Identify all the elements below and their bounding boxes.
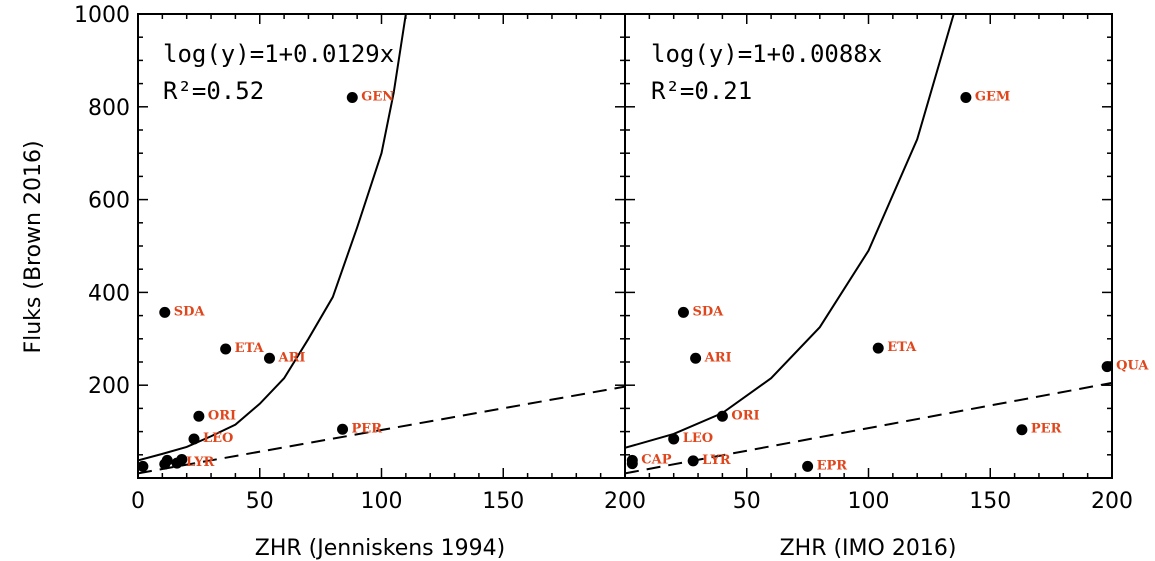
data-point xyxy=(687,455,699,467)
data-point xyxy=(626,458,638,470)
point-label: GEN xyxy=(361,90,394,105)
data-point xyxy=(176,453,188,465)
point-label: PER xyxy=(352,421,383,436)
data-point xyxy=(337,423,349,435)
dashed-line-right xyxy=(625,381,1112,475)
point-label: GEM xyxy=(975,90,1010,105)
annotation-equation-left: log(y)=1+0.0129x xyxy=(163,40,394,68)
y-tick-label: 1000 xyxy=(74,3,130,28)
point-label: ORI xyxy=(731,408,759,423)
point-label: LYR xyxy=(186,455,215,470)
dashed-line-left xyxy=(138,385,625,475)
fit-curve-right xyxy=(625,14,955,449)
y-tick-label: 600 xyxy=(88,189,130,214)
point-label: ARI xyxy=(277,350,305,365)
point-label: LYR xyxy=(702,453,731,468)
data-point xyxy=(690,352,702,364)
data-point xyxy=(1101,361,1113,373)
point-label: SDA xyxy=(692,304,724,319)
point-label: ETA xyxy=(235,341,265,356)
data-point xyxy=(716,410,728,422)
data-point xyxy=(802,460,814,472)
data-point xyxy=(677,306,689,318)
point-label: ARI xyxy=(704,350,732,365)
point-label: LEO xyxy=(683,431,713,446)
point-label: QUA xyxy=(1116,359,1149,374)
point-label: EPR xyxy=(817,458,848,473)
data-point xyxy=(193,410,205,422)
x-tick-label-left: 200 xyxy=(604,489,646,514)
data-point xyxy=(137,460,149,472)
annotation-equation-right: log(y)=1+0.0088x xyxy=(651,40,882,68)
data-point xyxy=(960,92,972,104)
x-axis-title-right: ZHR (IMO 2016) xyxy=(780,536,957,561)
point-label: PER xyxy=(1031,422,1062,437)
point-label: ORI xyxy=(208,408,236,423)
y-axis-title: Fluks (Brown 2016) xyxy=(21,140,46,353)
x-tick-label-left: 150 xyxy=(482,489,524,514)
data-point xyxy=(668,433,680,445)
x-tick-label-left: 50 xyxy=(246,489,274,514)
fit-curve-left xyxy=(138,14,407,462)
y-tick-label: 400 xyxy=(88,281,130,306)
data-point xyxy=(220,343,232,355)
data-point xyxy=(159,306,171,318)
data-point xyxy=(188,433,200,445)
point-label: SDA xyxy=(174,304,206,319)
data-point xyxy=(872,342,884,354)
y-tick-label: 200 xyxy=(88,374,130,399)
data-point xyxy=(1016,424,1028,436)
data-point xyxy=(346,92,358,104)
annotation-r2-right: R²=0.21 xyxy=(651,77,752,105)
point-label: ETA xyxy=(887,340,917,355)
x-tick-label-right: 150 xyxy=(969,489,1011,514)
x-tick-label-right: 200 xyxy=(1091,489,1133,514)
x-tick-label-right: 50 xyxy=(733,489,761,514)
x-tick-label-right: 100 xyxy=(848,489,890,514)
x-tick-label-left: 100 xyxy=(361,489,403,514)
annotation-r2-left: R²=0.52 xyxy=(163,77,264,105)
panel-left: log(y)=1+0.0129x R²=0.52 ZHR (Jenniskens… xyxy=(74,3,646,561)
point-label: CAP xyxy=(641,452,671,467)
point-label: LEO xyxy=(203,431,233,446)
panel-right: log(y)=1+0.0088x R²=0.21 ZHR (IMO 2016) … xyxy=(624,13,1149,561)
data-point xyxy=(263,352,275,364)
x-axis-title-left: ZHR (Jenniskens 1994) xyxy=(255,536,505,561)
x-tick-label-left: 0 xyxy=(131,489,145,514)
data-point xyxy=(161,454,173,466)
y-tick-label: 800 xyxy=(88,96,130,121)
